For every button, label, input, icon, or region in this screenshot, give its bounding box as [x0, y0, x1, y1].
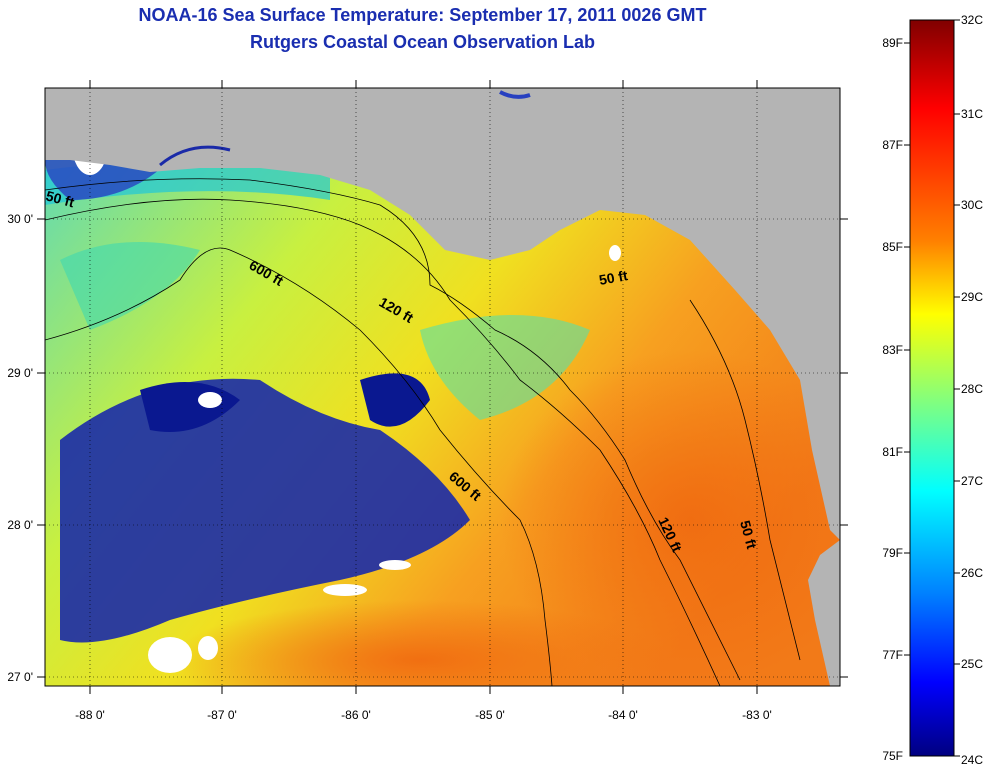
cloud-patch	[379, 560, 411, 570]
warm-water-region	[500, 350, 840, 686]
isobath-label: 50 ft	[44, 187, 76, 210]
cloud-patch	[198, 636, 218, 660]
colorbar-fahrenheit-label: 79F	[882, 546, 903, 560]
colorbar-ticks	[904, 19, 960, 757]
map-title: NOAA-16 Sea Surface Temperature: Septemb…	[138, 5, 707, 25]
longitude-tick-label: -84 0'	[608, 708, 638, 722]
latitude-tick-label: 30 0'	[7, 212, 33, 226]
cloud-patch	[609, 245, 621, 261]
colorbar-fahrenheit-label: 85F	[882, 240, 903, 254]
colorbar-fahrenheit-label: 77F	[882, 648, 903, 662]
colorbar-celsius-label: 28C	[961, 382, 983, 396]
longitude-tick-label: -87 0'	[207, 708, 237, 722]
colorbar-celsius-label: 27C	[961, 474, 983, 488]
cold-cloud-core-2	[360, 373, 430, 427]
cool-water-patch	[60, 242, 200, 330]
land-mass-south	[808, 540, 840, 686]
colorbar-celsius-label: 24C	[961, 753, 983, 767]
colorbar-fahrenheit-label: 75F	[882, 749, 903, 763]
latitude-tick-label: 29 0'	[7, 366, 33, 380]
colorbar-fahrenheit-label: 83F	[882, 343, 903, 357]
map-subtitle: Rutgers Coastal Ocean Observation Lab	[249, 32, 596, 52]
cloud-patch	[323, 584, 367, 596]
cloud-patch	[148, 637, 192, 673]
colorbar-celsius-label: 26C	[961, 566, 983, 580]
cold-cloud-region	[60, 378, 470, 643]
isobath-600ft	[45, 247, 553, 686]
longitude-tick-label: -88 0'	[75, 708, 105, 722]
graticule	[45, 88, 840, 686]
longitude-tick-label: -83 0'	[742, 708, 772, 722]
warm-water-band	[170, 600, 670, 686]
colorbar-fahrenheit-label: 87F	[882, 138, 903, 152]
inland-water	[499, 90, 531, 99]
sst-map-panel: 50 ft 600 ft 120 ft 50 ft 600 ft 120 ft …	[44, 88, 840, 686]
colorbar-fahrenheit-label: 89F	[882, 36, 903, 50]
isobath-120ft	[45, 198, 721, 686]
map-border	[44, 87, 841, 687]
colorbar-gradient	[909, 19, 955, 757]
colorbar-fahrenheit-label: 81F	[882, 445, 903, 459]
cloud-patch	[198, 392, 222, 408]
latitude-tick-label: 28 0'	[7, 518, 33, 532]
longitude-tick-label: -85 0'	[475, 708, 505, 722]
isobath-label: 50 ft	[598, 267, 629, 288]
colorbar-celsius-label: 29C	[961, 290, 983, 304]
isobath-contours	[45, 178, 801, 686]
cool-water-patch-central	[420, 315, 590, 420]
colorbar-celsius-label: 25C	[961, 657, 983, 671]
latitude-tick-label: 27 0'	[7, 670, 33, 684]
axis-ticks	[37, 80, 848, 694]
inland-water	[159, 145, 231, 167]
isobath-label: 50 ft	[737, 519, 760, 551]
colorbar-celsius-label: 31C	[961, 107, 983, 121]
colorbar-celsius-label: 32C	[961, 13, 983, 27]
temperature-colorbar: 89F 87F 85F 83F 81F 79F 77F 75F 32C 31C …	[882, 13, 983, 767]
colorbar-celsius-label: 30C	[961, 198, 983, 212]
land-mass	[45, 88, 840, 540]
isobath-50ft-east	[689, 299, 801, 661]
isobath-50ft	[45, 178, 741, 681]
longitude-tick-label: -86 0'	[341, 708, 371, 722]
